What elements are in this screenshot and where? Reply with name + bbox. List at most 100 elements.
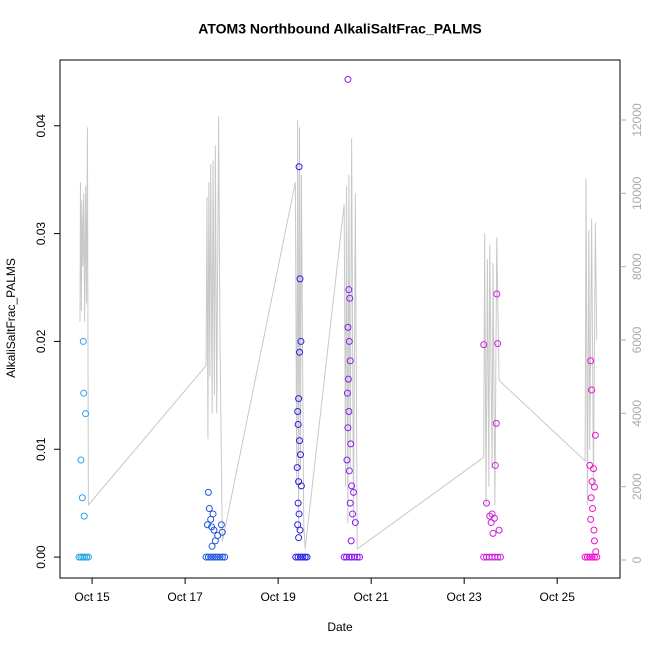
point [344,75,352,83]
point [295,510,303,518]
point [592,548,600,556]
point [294,420,302,428]
point [296,437,304,445]
x-tick-label: Oct 15 [74,590,110,604]
point [351,519,359,527]
point [292,553,300,561]
point [493,290,501,298]
y-tick-label: 0.03 [34,222,48,246]
point [346,294,354,302]
point [294,408,302,416]
y2-tick-label: 8000 [630,253,644,280]
point [82,410,90,418]
point [294,553,302,561]
point [483,499,491,507]
altitude-line [79,116,598,550]
x-tick-label: Oct 17 [167,590,203,604]
point [343,456,351,464]
point [80,512,88,520]
point [296,451,304,459]
point [486,512,494,520]
point [349,510,357,518]
point [301,553,309,561]
point [480,341,488,349]
y-tick-label: 0.01 [34,437,48,461]
point [221,553,229,561]
point [588,386,596,394]
point [347,440,355,448]
point [214,532,222,540]
y-tick-label: 0.04 [34,114,48,138]
chart-title: ATOM3 Northbound AlkaliSaltFrac_PALMS [198,21,481,37]
point [296,526,304,534]
point [589,465,597,473]
x-tick-label: Oct 21 [353,590,389,604]
point [344,323,352,331]
point [345,467,353,475]
point [208,542,216,550]
point [356,553,364,561]
y-tick-label: 0.02 [34,329,48,353]
point [295,395,303,403]
point [296,553,304,561]
point [214,553,222,561]
x-tick-label: Oct 25 [540,590,576,604]
point [349,488,357,496]
point [346,357,354,365]
point [295,163,303,171]
point [80,389,88,397]
point [207,553,215,561]
y-axis-title: AlkaliSaltFrac_PALMS [4,258,18,378]
point [296,348,304,356]
point [218,528,226,536]
point [208,523,216,531]
y2-tick-label: 6000 [630,326,644,353]
point [587,515,595,523]
point [489,529,497,537]
point [494,340,502,348]
point [345,553,353,561]
point [590,483,598,491]
point [205,505,213,513]
point [294,499,302,507]
point [343,389,351,397]
point [209,553,217,561]
point [209,510,217,518]
y2-tick-label: 4000 [630,400,644,427]
point [345,286,353,294]
point [586,553,594,561]
point [216,553,224,561]
point [491,461,499,469]
point [293,464,301,472]
point [78,494,86,502]
point [587,494,595,502]
point [350,553,358,561]
point [202,553,210,561]
point [583,553,591,561]
y-tick-label: 0.00 [34,545,48,569]
point [346,499,354,507]
point [343,553,351,561]
point [296,275,304,283]
point [494,553,502,561]
y2-tick-label: 0 [630,556,644,563]
point [217,521,225,529]
point [83,553,91,561]
plot-frame [59,59,621,579]
point [353,553,361,561]
point [344,424,352,432]
point [344,375,352,383]
point [204,553,212,561]
point [587,357,595,365]
point [581,553,589,561]
point [593,553,601,561]
x-tick-label: Oct 19 [260,590,296,604]
point [589,505,597,513]
point [295,534,303,542]
point [487,519,495,527]
point [345,337,353,345]
point [496,553,504,561]
point [297,482,305,490]
